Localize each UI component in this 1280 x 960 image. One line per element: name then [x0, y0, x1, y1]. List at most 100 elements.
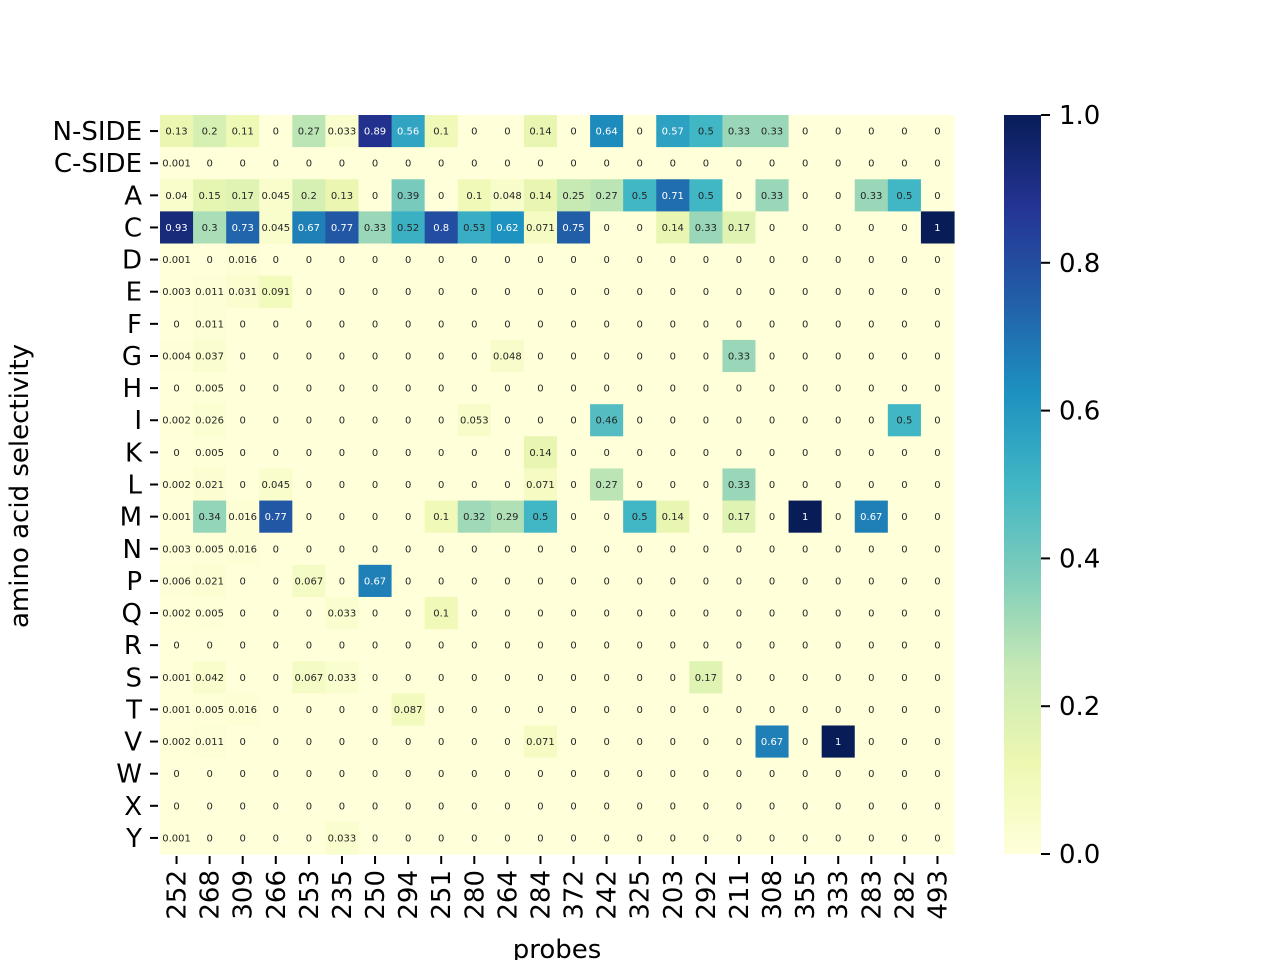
cell-value-label: 0.071 — [526, 480, 555, 491]
heatmap-cell — [259, 629, 293, 662]
cell-value-label: 0 — [934, 416, 940, 427]
heatmap-cell — [887, 211, 922, 245]
heatmap-cell — [193, 243, 227, 277]
heatmap-cell — [292, 693, 327, 727]
heatmap-cell — [193, 596, 227, 630]
heatmap-cell — [523, 757, 558, 791]
heatmap-cell — [358, 821, 393, 855]
heatmap-cell — [755, 468, 790, 502]
cell-value-label: 0 — [306, 416, 312, 427]
heatmap-cell — [854, 725, 889, 759]
heatmap-cell — [821, 211, 856, 245]
y-tick-label: T — [125, 695, 142, 725]
heatmap-cell — [523, 789, 558, 823]
cell-value-label: 0 — [901, 576, 907, 587]
heatmap-cell — [854, 339, 889, 373]
heatmap-cell — [755, 147, 790, 180]
heatmap-cell — [557, 596, 591, 630]
heatmap-cell — [623, 211, 657, 245]
cell-value-label: 0 — [339, 351, 345, 362]
heatmap-cell — [391, 821, 426, 855]
heatmap-cell — [623, 339, 657, 373]
heatmap-cell — [259, 532, 293, 566]
cell-value-label: 0 — [339, 576, 345, 587]
heatmap-cell — [391, 307, 426, 341]
x-axis-ticks: 252 268 309 266 253 235 250 294 251 280 264 284 372 2… — [163, 856, 953, 920]
cell-value-label: 0.033 — [328, 833, 357, 844]
heatmap-cell — [259, 404, 293, 437]
heatmap-cell — [523, 821, 558, 855]
heatmap-cell — [226, 725, 260, 759]
heatmap-cell — [755, 404, 790, 437]
heatmap-cell — [656, 275, 690, 309]
cell-value-label: 0 — [372, 448, 378, 459]
heatmap-cell — [292, 307, 327, 341]
heatmap-cell — [259, 596, 293, 630]
y-tick-label: G — [122, 342, 142, 372]
heatmap-cell — [920, 821, 955, 855]
heatmap-cell — [193, 693, 227, 727]
cell-value-label: 0 — [570, 127, 576, 138]
cell-value-label: 0 — [273, 127, 279, 138]
heatmap-cell — [590, 564, 624, 598]
heatmap-cell — [193, 307, 227, 341]
cell-value-label: 0 — [802, 287, 808, 298]
cell-value-label: 0 — [736, 319, 742, 330]
cell-value-label: 0 — [868, 609, 874, 620]
cell-value-label: 0 — [637, 448, 643, 459]
cell-value-label: 0 — [868, 576, 874, 587]
heatmap-cell — [689, 115, 724, 148]
heatmap-cell — [623, 564, 657, 598]
heatmap-cell — [391, 436, 426, 470]
cell-value-label: 0 — [603, 512, 609, 523]
heatmap-cell — [160, 211, 194, 245]
heatmap-cell — [623, 275, 657, 309]
heatmap-cell — [193, 275, 227, 309]
heatmap-cell — [490, 821, 525, 855]
heatmap-cell — [160, 147, 194, 180]
cell-value-label: 0.64 — [595, 127, 617, 138]
cell-value-label: 0 — [703, 769, 709, 780]
cell-value-label: 0 — [934, 384, 940, 395]
heatmap-cell — [193, 532, 227, 566]
cell-value-label: 0 — [306, 544, 312, 555]
cell-value-label: 0.5 — [698, 191, 714, 202]
heatmap-cell — [325, 243, 360, 277]
heatmap-cell — [887, 564, 922, 598]
heatmap-cell — [292, 339, 327, 373]
heatmap-cell — [821, 307, 856, 341]
heatmap-cell — [623, 500, 657, 534]
heatmap-cell — [590, 693, 624, 727]
cell-value-label: 0 — [637, 416, 643, 427]
y-tick-label: N — [123, 535, 142, 565]
heatmap-cell — [887, 115, 922, 148]
cell-value-label: 0 — [537, 641, 543, 652]
cell-value-label: 0 — [173, 384, 179, 395]
heatmap-cell — [557, 821, 591, 855]
heatmap-cell — [226, 789, 260, 823]
cell-value-label: 0 — [339, 769, 345, 780]
heatmap-cell — [755, 307, 790, 341]
cell-value-label: 0 — [273, 609, 279, 620]
cell-value-label: 0.005 — [195, 384, 224, 395]
cell-value-label: 0 — [438, 255, 444, 266]
cell-value-label: 0.62 — [496, 223, 518, 234]
heatmap-cell — [722, 275, 757, 309]
cell-value-label: 0 — [504, 448, 510, 459]
cell-value-label: 0.33 — [728, 351, 750, 362]
cell-value-label: 0.71 — [662, 191, 684, 202]
cell-value-label: 0 — [405, 801, 411, 812]
heatmap-cell — [424, 757, 459, 791]
heatmap-cell — [920, 307, 955, 341]
heatmap-cell — [887, 404, 922, 437]
heatmap-cell — [656, 789, 690, 823]
cell-value-label: 0 — [504, 319, 510, 330]
heatmap-cell — [391, 147, 426, 180]
heatmap-cell — [259, 757, 293, 791]
cell-value-label: 0 — [901, 769, 907, 780]
heatmap-cell — [424, 243, 459, 277]
cell-value-label: 0 — [603, 384, 609, 395]
x-tick-label: 250 — [361, 870, 391, 920]
cell-value-label: 0 — [868, 416, 874, 427]
cell-value-label: 0 — [901, 609, 907, 620]
